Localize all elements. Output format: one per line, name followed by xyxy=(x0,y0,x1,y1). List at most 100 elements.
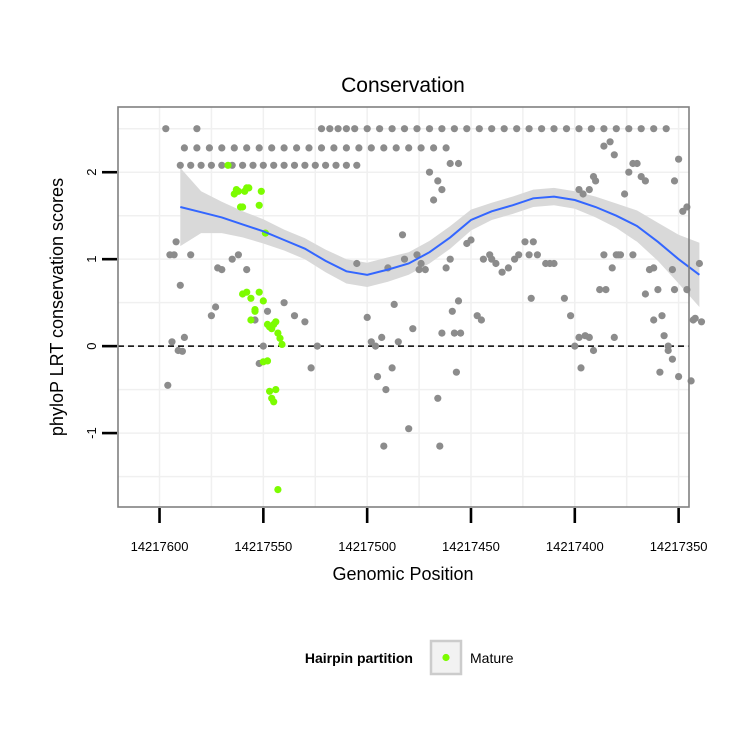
mature-point xyxy=(251,307,259,315)
other-point xyxy=(625,125,633,133)
y-tick-label: -1 xyxy=(84,427,99,439)
other-point xyxy=(454,159,463,168)
other-point xyxy=(394,338,402,346)
mature-point xyxy=(257,187,265,195)
other-point xyxy=(405,144,413,152)
other-point xyxy=(442,264,450,272)
other-point xyxy=(596,286,604,294)
other-point xyxy=(550,259,558,268)
other-point xyxy=(650,125,658,133)
other-point xyxy=(641,177,650,185)
other-point xyxy=(280,299,288,307)
other-point xyxy=(575,333,583,341)
other-point xyxy=(409,325,417,333)
other-point xyxy=(567,312,575,320)
x-tick-label: 14217550 xyxy=(234,539,292,554)
other-point xyxy=(180,333,188,341)
mature-point xyxy=(224,161,232,169)
other-point xyxy=(610,151,618,159)
other-point xyxy=(612,125,620,133)
other-point xyxy=(500,125,508,133)
other-point xyxy=(589,346,598,355)
other-point xyxy=(585,333,593,341)
other-point xyxy=(176,161,184,169)
other-point xyxy=(425,125,434,133)
confidence-ribbon xyxy=(180,167,700,307)
other-point xyxy=(438,125,446,133)
other-point xyxy=(656,368,664,376)
other-point xyxy=(675,373,683,381)
other-point xyxy=(425,168,434,176)
mature-point xyxy=(266,387,274,395)
other-point xyxy=(332,161,340,169)
other-point xyxy=(218,161,226,169)
other-point xyxy=(263,307,272,315)
other-point xyxy=(442,144,450,152)
x-tick-label: 14217450 xyxy=(442,539,500,554)
y-tick-label: 0 xyxy=(84,342,99,349)
other-point xyxy=(670,177,679,185)
other-point xyxy=(373,373,382,381)
other-point xyxy=(691,314,699,322)
mature-point xyxy=(278,340,286,348)
other-point xyxy=(342,144,350,152)
other-point xyxy=(616,251,625,259)
legend: Hairpin partition Mature xyxy=(305,639,514,676)
other-point xyxy=(457,329,465,337)
other-point xyxy=(434,177,442,185)
other-point xyxy=(621,190,629,198)
other-point xyxy=(629,251,637,259)
other-point xyxy=(239,161,247,169)
mature-point xyxy=(245,184,253,192)
other-point xyxy=(290,312,299,320)
other-point xyxy=(390,300,398,308)
other-point xyxy=(668,266,677,274)
other-point xyxy=(450,125,458,133)
other-point xyxy=(207,312,215,320)
other-point xyxy=(608,264,616,272)
other-point xyxy=(448,307,456,315)
other-point xyxy=(467,236,475,244)
y-tick-label: 2 xyxy=(84,169,99,176)
mature-point xyxy=(272,318,280,326)
other-point xyxy=(654,286,662,294)
other-point xyxy=(562,125,571,133)
other-point xyxy=(301,318,309,326)
other-point xyxy=(650,316,658,324)
other-point xyxy=(600,125,608,133)
other-point xyxy=(633,159,641,168)
other-point xyxy=(180,144,188,152)
other-point xyxy=(697,318,706,326)
other-point xyxy=(317,125,326,133)
other-point xyxy=(438,186,446,194)
other-point xyxy=(515,251,523,259)
confidence-ribbon-layer xyxy=(180,167,700,307)
other-point xyxy=(606,138,614,146)
other-point xyxy=(162,125,170,133)
other-point xyxy=(388,125,396,133)
other-point xyxy=(452,368,460,376)
legend-key xyxy=(429,639,463,676)
x-tick-label: 14217500 xyxy=(338,539,396,554)
other-point xyxy=(492,259,500,268)
other-point xyxy=(280,144,288,152)
other-point xyxy=(168,338,176,346)
other-point xyxy=(521,238,529,246)
other-point xyxy=(488,125,496,133)
other-point xyxy=(388,364,396,372)
smooth-curve-layer xyxy=(180,195,700,276)
other-point xyxy=(376,125,384,133)
other-point xyxy=(430,144,438,152)
other-point xyxy=(380,442,388,450)
other-point xyxy=(675,155,683,163)
other-point xyxy=(382,386,390,394)
mature-point xyxy=(234,187,242,195)
other-point xyxy=(355,144,363,152)
other-point xyxy=(430,196,438,204)
other-point xyxy=(255,144,263,152)
other-point xyxy=(600,251,608,259)
other-point xyxy=(664,342,672,350)
other-point xyxy=(513,125,521,133)
mature-point xyxy=(276,334,284,342)
other-point xyxy=(392,144,400,152)
